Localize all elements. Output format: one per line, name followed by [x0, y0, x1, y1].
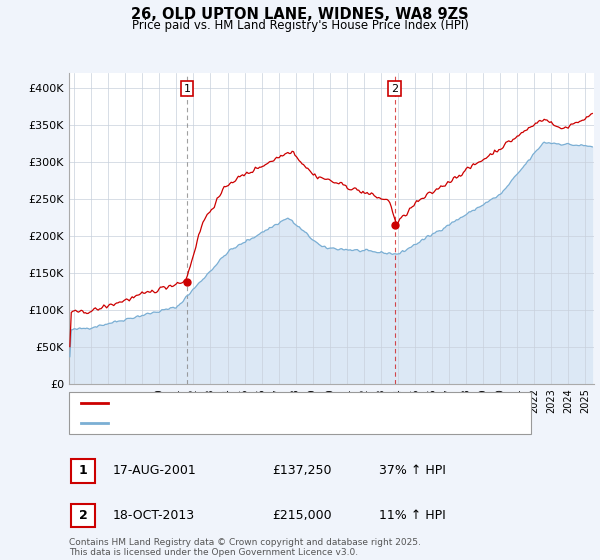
Text: 2: 2 — [79, 509, 88, 522]
FancyBboxPatch shape — [71, 504, 95, 528]
Text: 17-AUG-2001: 17-AUG-2001 — [113, 464, 197, 478]
Text: £215,000: £215,000 — [272, 509, 332, 522]
Text: 18-OCT-2013: 18-OCT-2013 — [113, 509, 195, 522]
Text: 2: 2 — [391, 83, 398, 94]
Text: 26, OLD UPTON LANE, WIDNES, WA8 9ZS (detached house): 26, OLD UPTON LANE, WIDNES, WA8 9ZS (det… — [113, 398, 445, 408]
Text: 1: 1 — [79, 464, 88, 478]
Text: HPI: Average price, detached house, Halton: HPI: Average price, detached house, Halt… — [113, 418, 356, 428]
Text: Price paid vs. HM Land Registry's House Price Index (HPI): Price paid vs. HM Land Registry's House … — [131, 19, 469, 32]
FancyBboxPatch shape — [71, 459, 95, 483]
Text: 1: 1 — [184, 83, 191, 94]
Text: 11% ↑ HPI: 11% ↑ HPI — [379, 509, 445, 522]
Text: 26, OLD UPTON LANE, WIDNES, WA8 9ZS: 26, OLD UPTON LANE, WIDNES, WA8 9ZS — [131, 7, 469, 22]
Text: Contains HM Land Registry data © Crown copyright and database right 2025.
This d: Contains HM Land Registry data © Crown c… — [69, 538, 421, 557]
FancyBboxPatch shape — [69, 392, 531, 434]
Text: £137,250: £137,250 — [272, 464, 332, 478]
Text: 37% ↑ HPI: 37% ↑ HPI — [379, 464, 445, 478]
